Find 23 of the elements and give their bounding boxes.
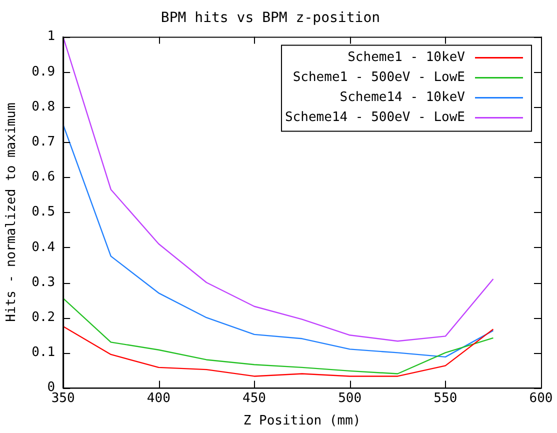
- x-tick-label: 400: [146, 390, 170, 406]
- y-tick-label: 0.5: [32, 204, 56, 220]
- y-tick-label: 0.3: [32, 274, 56, 290]
- y-tick-label: 0.7: [32, 134, 56, 150]
- legend-label: Scheme14 - 500eV - LowE: [284, 110, 465, 126]
- x-tick-label: 600: [529, 390, 553, 406]
- x-tick-label: 550: [434, 390, 458, 406]
- legend-label: Scheme1 - 10keV: [348, 50, 466, 66]
- legend-label: Scheme14 - 10keV: [340, 90, 466, 106]
- y-tick-label: 0.4: [32, 240, 56, 255]
- y-tick-label: 0.2: [32, 310, 56, 325]
- x-tick-label: 500: [338, 390, 362, 406]
- x-tick-label: 350: [51, 390, 75, 406]
- x-tick-label: 450: [242, 390, 266, 406]
- y-tick-label: 0.8: [32, 99, 56, 114]
- x-axis-title: Z Position (mm): [243, 414, 361, 429]
- y-tick-label: 1: [47, 29, 56, 44]
- y-axis-title: Hits - normalized to maximum: [4, 102, 20, 322]
- legend-label: Scheme1 - 500eV - LowE: [292, 70, 465, 86]
- chart-title: BPM hits vs BPM z-position: [160, 10, 380, 26]
- y-tick-label: 0.9: [32, 64, 56, 80]
- y-tick-label: 0.6: [32, 170, 56, 185]
- y-tick-label: 0.1: [32, 345, 56, 360]
